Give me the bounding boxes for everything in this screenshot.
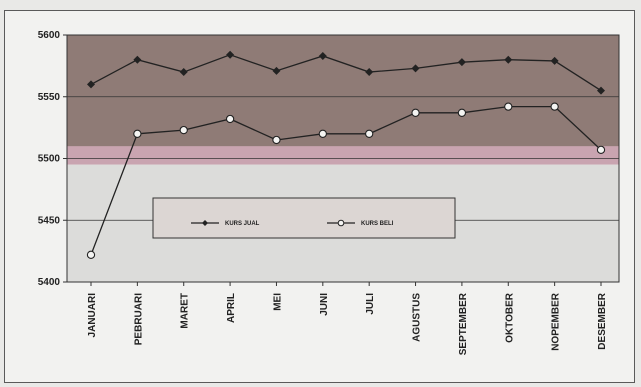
x-axis-ticks: JANUARI PEBRUARI MARET APRIL MEI JUNI JULI AGUS… (87, 282, 608, 355)
y-tick-label-5450: 5450 (38, 215, 61, 226)
legend-marker-1 (337, 219, 345, 227)
series-1-point-4 (272, 135, 281, 145)
x-tick-label-8: SEPTEMBER (458, 292, 469, 355)
series-0-point-0 (87, 80, 95, 89)
y-tick-label-5500: 5500 (38, 154, 61, 165)
legend-marker-0 (202, 220, 208, 226)
series-0-point-5 (318, 51, 327, 60)
x-tick-label-5: JUNI (319, 293, 330, 316)
series-1-point-3 (225, 114, 235, 124)
x-tick-label-2: MARET (180, 293, 191, 329)
legend: KURS JUAL KURS BELI (152, 197, 456, 239)
chart-frame: 5400 5450 5500 5550 5600 JANUARI PEBRUARI MARE… (4, 10, 635, 383)
x-tick-label-1: PEBRUARI (133, 293, 144, 345)
x-tick-label-6: JULI (365, 293, 376, 315)
x-tick-label-10: NOPEMBER (551, 292, 562, 351)
series-0-point-10 (550, 56, 559, 65)
series-0-point-2 (179, 68, 188, 77)
series-1-point-8 (457, 108, 467, 117)
series-0-point-1 (133, 55, 142, 64)
x-tick-label-11: DESEMBER (597, 292, 608, 349)
series-1-point-1 (133, 129, 142, 138)
line-chart: 5400 5450 5500 5550 5600 JANUARI PEBRUARI MARE… (38, 30, 620, 355)
series-0-point-4 (272, 66, 281, 75)
y-tick-label-5600: 5600 (38, 30, 61, 41)
series-1-point-7 (411, 108, 420, 117)
background-band-1 (67, 146, 619, 165)
series-line-0 (90, 54, 602, 92)
x-tick-label-9: OKTOBER (504, 292, 515, 343)
series-0-point-8 (457, 58, 466, 67)
legend-label-1: KURS BELI (361, 221, 394, 227)
series-0-point-11 (597, 86, 605, 95)
series-1-point-10 (550, 102, 559, 111)
series-group (86, 50, 606, 259)
y-tick-label-5400: 5400 (38, 277, 61, 288)
x-tick-label-3: APRIL (226, 293, 237, 323)
series-1-point-2 (179, 125, 188, 135)
y-tick-label-5550: 5550 (38, 92, 61, 103)
legend-label-0: KURS JUAL (225, 221, 260, 227)
series-1-point-0 (86, 250, 96, 259)
y-axis-ticks: 5400 5450 5500 5550 5600 (38, 30, 67, 288)
series-1-point-6 (365, 129, 374, 138)
x-tick-label-4: MEI (272, 293, 283, 311)
series-1-point-5 (318, 129, 327, 138)
series-0-point-9 (504, 55, 513, 64)
series-0-point-6 (365, 68, 374, 77)
series-line-1 (90, 105, 602, 256)
legend-box (152, 197, 456, 239)
series-1-point-11 (596, 145, 606, 155)
series-0-point-7 (411, 64, 420, 73)
series-0-point-3 (226, 50, 235, 59)
x-tick-label-7: AGUSTUS (412, 293, 423, 342)
x-tick-label-0: JANUARI (87, 293, 98, 338)
series-1-point-9 (504, 102, 513, 111)
